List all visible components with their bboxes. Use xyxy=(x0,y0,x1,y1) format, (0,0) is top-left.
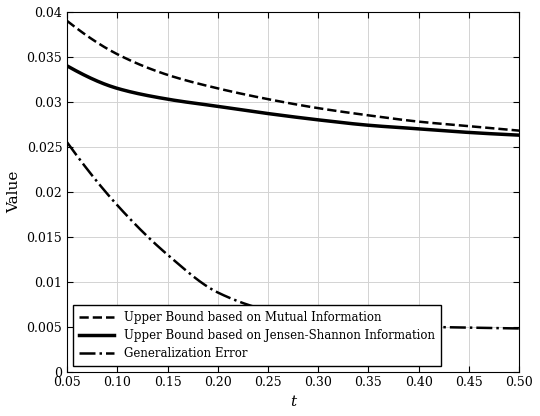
Upper Bound based on Mutual Information xyxy=(516,128,522,133)
Generalization Error xyxy=(263,307,269,312)
Generalization Error xyxy=(374,322,381,327)
Upper Bound based on Mutual Information xyxy=(374,114,381,119)
Upper Bound based on Mutual Information xyxy=(64,18,70,23)
Upper Bound based on Jensen-Shannon Information xyxy=(424,127,431,132)
Upper Bound based on Mutual Information xyxy=(110,50,117,54)
Upper Bound based on Jensen-Shannon Information xyxy=(516,133,522,138)
Upper Bound based on Jensen-Shannon Information xyxy=(247,109,253,114)
X-axis label: t: t xyxy=(290,395,296,409)
Upper Bound based on Jensen-Shannon Information xyxy=(374,124,381,129)
Generalization Error xyxy=(416,324,423,329)
Upper Bound based on Mutual Information xyxy=(416,119,423,124)
Line: Upper Bound based on Jensen-Shannon Information: Upper Bound based on Jensen-Shannon Info… xyxy=(67,66,519,135)
Y-axis label: Value: Value xyxy=(7,171,21,213)
Upper Bound based on Jensen-Shannon Information xyxy=(263,111,269,116)
Generalization Error xyxy=(64,140,70,145)
Upper Bound based on Jensen-Shannon Information xyxy=(110,84,117,89)
Legend: Upper Bound based on Mutual Information, Upper Bound based on Jensen-Shannon Inf: Upper Bound based on Mutual Information,… xyxy=(73,305,441,366)
Line: Generalization Error: Generalization Error xyxy=(67,142,519,329)
Upper Bound based on Mutual Information xyxy=(263,97,269,102)
Line: Upper Bound based on Mutual Information: Upper Bound based on Mutual Information xyxy=(67,21,519,131)
Generalization Error xyxy=(110,198,117,203)
Generalization Error xyxy=(424,324,431,329)
Upper Bound based on Mutual Information xyxy=(247,93,253,98)
Generalization Error xyxy=(516,326,522,331)
Upper Bound based on Mutual Information xyxy=(424,120,431,125)
Upper Bound based on Jensen-Shannon Information xyxy=(64,63,70,68)
Generalization Error xyxy=(247,303,253,308)
Upper Bound based on Jensen-Shannon Information xyxy=(416,126,423,131)
